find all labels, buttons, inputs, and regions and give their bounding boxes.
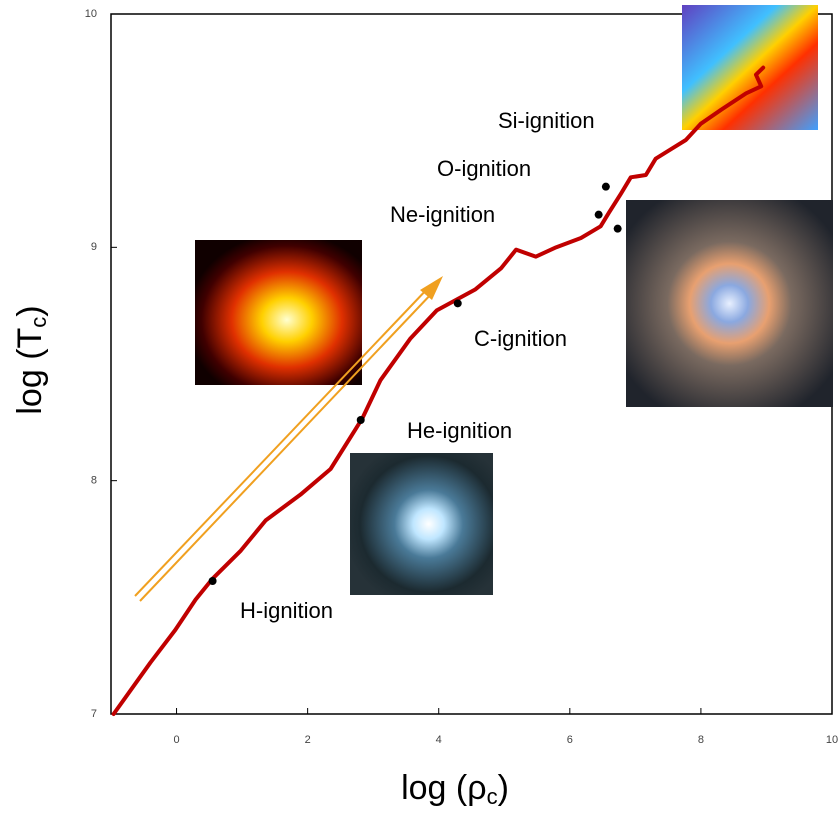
annotation: C-ignition: [474, 326, 567, 351]
ignition-point: [602, 183, 610, 191]
x-tick-label: 2: [305, 734, 311, 746]
ignition-point: [614, 225, 622, 233]
annotation: H-ignition: [240, 598, 333, 623]
y-axis-label: log (Tc): [11, 305, 51, 414]
y-tick-label: 8: [91, 475, 97, 487]
x-tick-label: 0: [173, 734, 179, 746]
annotation: O-ignition: [437, 156, 531, 181]
y-tick-label: 9: [91, 241, 97, 253]
star-image: [195, 240, 362, 385]
x-tick-label: 6: [567, 734, 573, 746]
nebula-image: [626, 200, 833, 407]
ignition-point: [209, 577, 217, 585]
ignition-point: [454, 299, 462, 307]
x-tick-label: 10: [826, 734, 838, 746]
star-image: [350, 453, 493, 595]
annotation: Si-ignition: [498, 108, 595, 133]
annotation: He-ignition: [407, 418, 512, 443]
ignition-point: [357, 416, 365, 424]
ignition-point: [595, 211, 603, 219]
simulation-image: [682, 5, 818, 130]
annotation: Ne-ignition: [390, 202, 495, 227]
x-axis-label: log (ρc): [401, 769, 509, 809]
y-tick-label: 7: [91, 708, 97, 720]
x-tick-label: 8: [698, 734, 704, 746]
y-tick-label: 10: [85, 8, 97, 20]
x-tick-label: 4: [436, 734, 442, 746]
chart: 0 2 4 6 8 10 7 8 9 10 Si-ignition O-ignition Ne-i…: [0, 0, 838, 818]
